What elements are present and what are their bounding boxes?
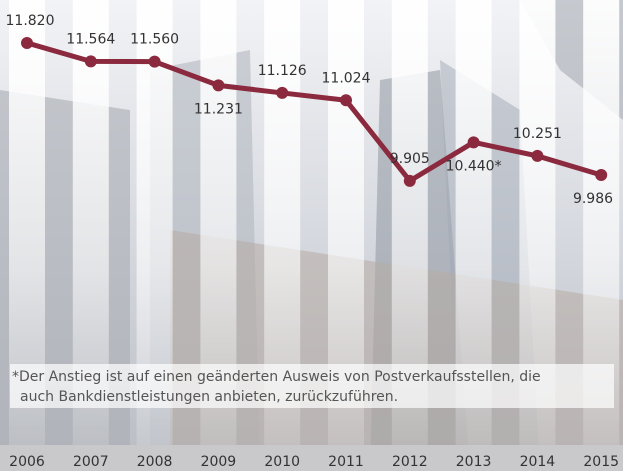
- x-tick-label: 2014: [520, 454, 556, 470]
- x-tick-label: 2013: [456, 454, 492, 470]
- marker: [403, 174, 416, 187]
- data-label: 10.440*: [446, 158, 502, 174]
- x-tick-label: 2012: [392, 454, 428, 470]
- footnote-line: auch Bankdienstleistungen anbieten, zurü…: [20, 389, 398, 405]
- line: [26, 40, 602, 184]
- marker: [340, 94, 352, 107]
- x-tick-label: 2007: [73, 454, 109, 470]
- data-label: 11.126: [258, 63, 307, 79]
- marker: [467, 136, 480, 149]
- data-label: 11.820: [6, 13, 55, 29]
- footnote-box: [10, 364, 614, 408]
- data-label: 9.905: [390, 151, 430, 167]
- x-tick-label: 2015: [583, 454, 619, 470]
- footnote-line: *Der Anstieg ist auf einen geänderten Au…: [12, 369, 541, 385]
- marker: [276, 86, 289, 99]
- marker: [595, 169, 608, 182]
- x-tick-label: 2008: [137, 454, 173, 470]
- marker: [21, 36, 33, 49]
- x-tick-label: 2006: [9, 454, 45, 470]
- marker: [531, 149, 544, 162]
- data-label: 9.986: [573, 191, 613, 207]
- data-label: 11.024: [322, 70, 371, 86]
- x-tick-label: 2009: [201, 454, 237, 470]
- marker: [84, 55, 97, 68]
- data-label: 11.560: [130, 32, 179, 48]
- marker: [212, 79, 225, 92]
- data-label: 10.251: [513, 126, 562, 142]
- x-tick-label: 2011: [328, 454, 364, 470]
- data-label: 11.231: [194, 101, 243, 117]
- x-tick-label: 2010: [264, 454, 300, 470]
- data-label: 11.564: [66, 31, 115, 47]
- marker: [148, 55, 161, 68]
